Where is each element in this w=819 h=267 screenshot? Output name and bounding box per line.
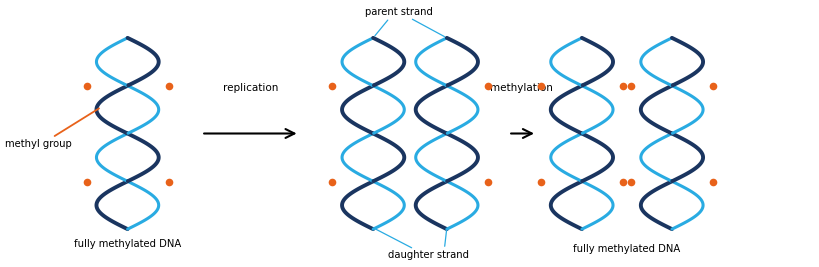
Text: replication: replication — [223, 83, 278, 93]
Text: fully methylated DNA: fully methylated DNA — [74, 239, 181, 249]
Text: fully methylated DNA: fully methylated DNA — [572, 244, 680, 254]
Text: methylation: methylation — [489, 83, 552, 93]
Text: daughter strand: daughter strand — [388, 250, 468, 260]
Text: methyl group: methyl group — [5, 139, 71, 149]
Text: parent strand: parent strand — [365, 7, 432, 17]
